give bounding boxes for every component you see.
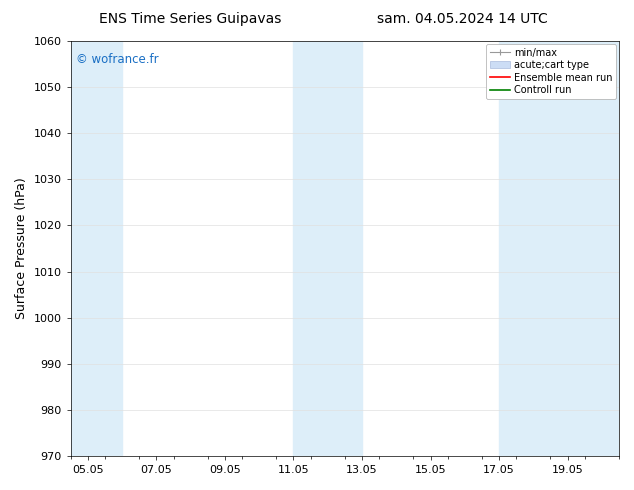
Bar (71, 41, 122, 456)
Text: sam. 04.05.2024 14 UTC: sam. 04.05.2024 14 UTC (377, 12, 548, 26)
Bar (294, 41, 362, 456)
Bar (499, 41, 619, 456)
Legend: min/max, acute;cart type, Ensemble mean run, Controll run: min/max, acute;cart type, Ensemble mean … (486, 44, 616, 99)
Y-axis label: Surface Pressure (hPa): Surface Pressure (hPa) (15, 178, 28, 319)
Text: © wofrance.fr: © wofrance.fr (76, 53, 158, 67)
Text: ENS Time Series Guipavas: ENS Time Series Guipavas (99, 12, 281, 26)
